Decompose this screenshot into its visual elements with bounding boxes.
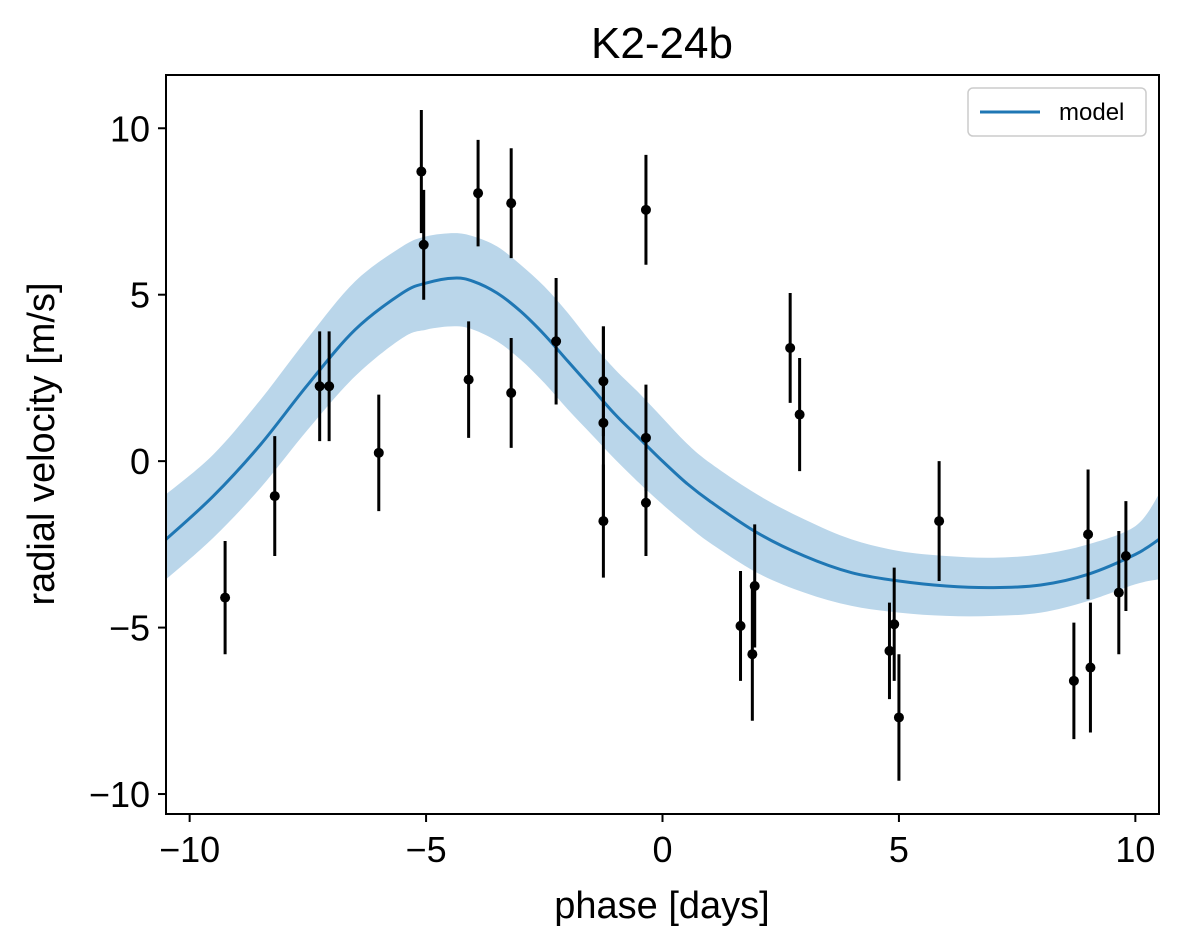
data-point-25 [889, 567, 900, 681]
data-marker [416, 166, 427, 177]
data-marker [1113, 587, 1124, 598]
data-marker [934, 516, 945, 527]
data-marker [1120, 551, 1131, 562]
data-marker [749, 580, 760, 591]
y-tick-label: 10 [110, 108, 150, 149]
data-marker [884, 645, 895, 656]
model-uncertainty-band [166, 233, 1159, 617]
data-marker [785, 342, 796, 353]
model-line [166, 276, 1159, 590]
data-point-30 [1085, 602, 1096, 733]
data-marker [220, 592, 231, 603]
x-tick-label: −5 [406, 829, 447, 870]
data-point-28 [1068, 622, 1079, 740]
chart-title: K2-24b [591, 19, 733, 68]
data-marker [269, 491, 280, 502]
data-point-3 [314, 331, 325, 442]
y-axis-label: radial velocity [m/s] [21, 282, 63, 605]
data-marker [598, 417, 609, 428]
x-tick-label: 0 [652, 829, 672, 870]
data-marker [1068, 675, 1079, 686]
y-tick-label: 0 [130, 441, 150, 482]
data-marker [463, 374, 474, 385]
data-point-32 [1120, 501, 1131, 611]
y-tick-label: −5 [109, 608, 150, 649]
data-marker [551, 336, 562, 347]
x-tick-label: −10 [159, 829, 220, 870]
data-marker [1085, 662, 1096, 673]
data-point-10 [506, 148, 517, 259]
data-point-1 [220, 541, 231, 655]
data-point-8 [463, 321, 474, 438]
data-point-11 [506, 337, 517, 448]
data-marker [640, 497, 651, 508]
data-point-19 [735, 570, 746, 681]
data-point-9 [473, 139, 484, 247]
data-marker [506, 198, 517, 209]
y-tick-label: 5 [130, 275, 150, 316]
data-point-16 [640, 154, 651, 265]
data-point-18 [640, 449, 651, 557]
data-marker [324, 381, 335, 392]
data-point-2 [269, 436, 280, 557]
x-axis-label: phase [days] [554, 885, 769, 927]
data-marker [640, 432, 651, 443]
data-marker [889, 619, 900, 630]
data-marker [506, 387, 517, 398]
data-point-26 [893, 654, 904, 781]
data-point-21 [749, 524, 760, 648]
x-tick-label: 10 [1115, 829, 1155, 870]
data-marker [747, 649, 758, 660]
legend: model [967, 87, 1147, 137]
data-point-23 [794, 357, 805, 472]
data-point-15 [598, 464, 609, 578]
data-marker [314, 381, 325, 392]
data-point-12 [551, 278, 562, 405]
data-marker [893, 712, 904, 723]
data-point-6 [416, 109, 427, 234]
data-marker [794, 409, 805, 420]
y-tick-label: −10 [89, 774, 150, 815]
plot-area [166, 109, 1159, 781]
data-point-24 [884, 602, 895, 700]
data-marker [598, 516, 609, 527]
data-marker [735, 620, 746, 631]
data-point-29 [1083, 469, 1094, 600]
data-marker [1083, 529, 1094, 540]
data-point-5 [373, 394, 384, 512]
legend-box [967, 87, 1147, 137]
data-marker [373, 447, 384, 458]
data-point-7 [418, 189, 429, 300]
data-marker [418, 239, 429, 250]
data-point-22 [785, 293, 796, 403]
axis-ticks: −10 −5 0 5 10 −10 −5 0 5 10 [89, 108, 1155, 870]
data-point-31 [1113, 531, 1124, 655]
data-marker [640, 204, 651, 215]
data-point-20 [747, 587, 758, 721]
x-tick-label: 5 [889, 829, 909, 870]
data-point-4 [324, 331, 335, 442]
data-point-27 [934, 461, 945, 581]
data-marker [473, 188, 484, 199]
legend-model-label: model [1059, 99, 1124, 126]
